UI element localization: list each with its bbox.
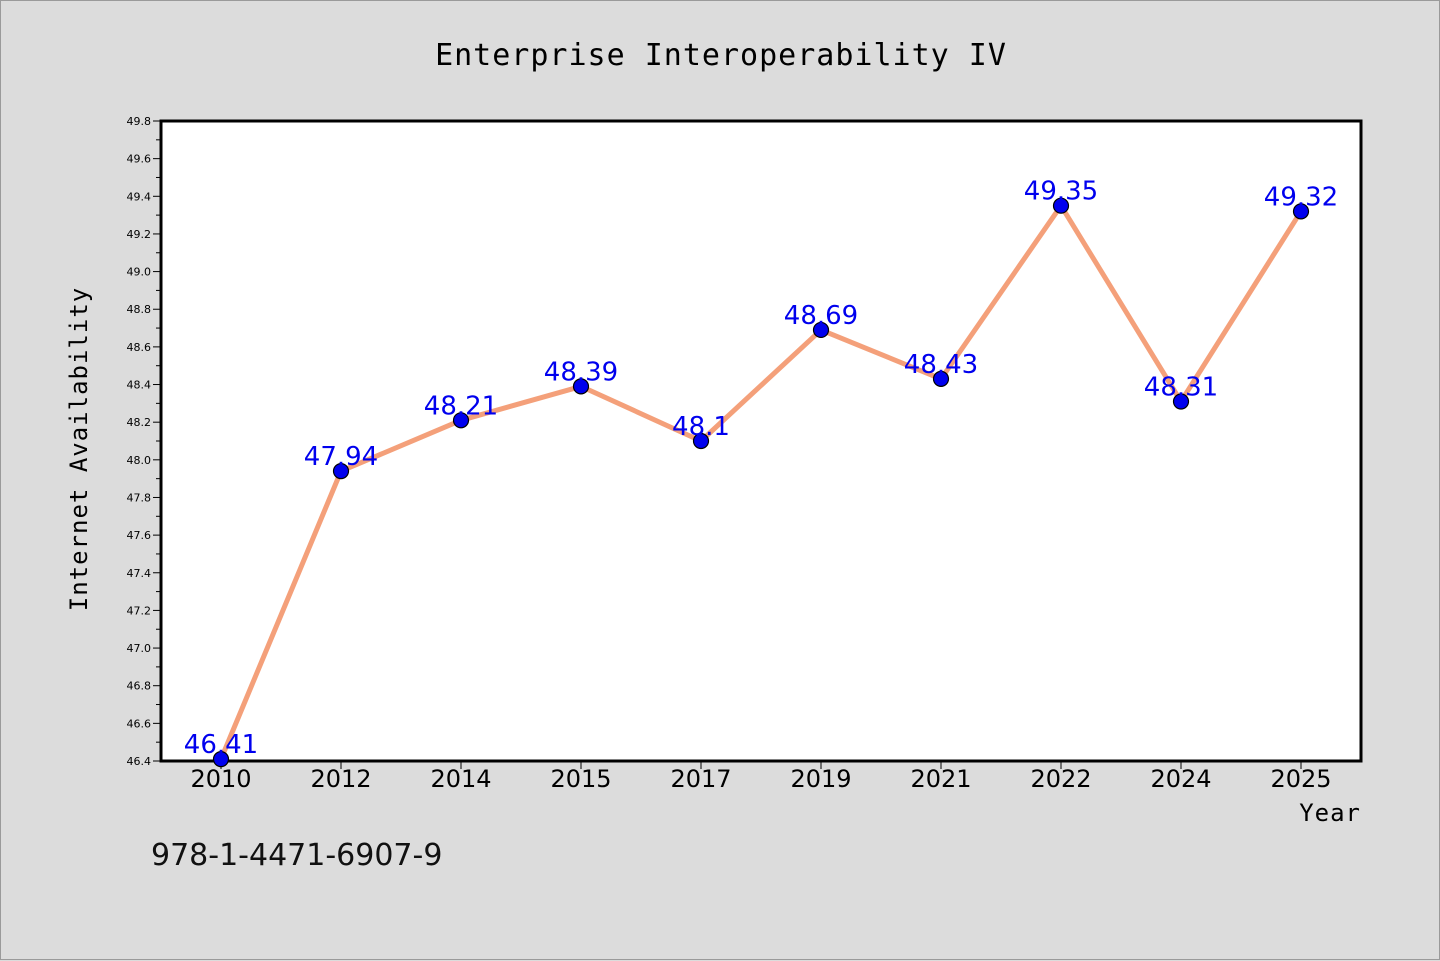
x-tick-label: 2024 xyxy=(1150,765,1211,793)
y-tick-label: 47.4 xyxy=(127,567,152,580)
y-tick-label: 49.6 xyxy=(127,153,152,166)
y-tick-label: 49.2 xyxy=(127,228,152,241)
data-label: 48.39 xyxy=(544,357,618,387)
plot-area xyxy=(159,119,1363,763)
data-point xyxy=(452,412,470,429)
y-axis-label: Internet Availability xyxy=(65,287,93,611)
x-tick-label: 2014 xyxy=(430,765,491,793)
data-point xyxy=(1292,203,1310,220)
x-tick-label: 2012 xyxy=(310,765,371,793)
y-tick-label: 48.8 xyxy=(127,303,152,316)
x-axis: 2010 2012 2014 2015 2017 2019 2021 2022 2024 2025 xyxy=(190,761,1332,793)
data-label: 47.94 xyxy=(304,442,378,472)
y-tick-label: 46.4 xyxy=(127,755,152,768)
x-axis-label: Year xyxy=(1299,799,1361,827)
y-tick-label: 48.4 xyxy=(127,379,152,392)
isbn-text: 978-1-4471-6907-9 xyxy=(151,838,442,873)
y-tick-label: 49.0 xyxy=(127,266,152,279)
y-tick-label: 46.8 xyxy=(127,680,152,693)
data-label: 48.43 xyxy=(904,350,978,380)
x-tick-label: 2010 xyxy=(190,765,251,793)
data-point xyxy=(932,370,950,387)
series-group: 46.41 47.94 48.21 48.39 48.1 48.69 48.43 49.35 4… xyxy=(184,177,1338,768)
x-tick-label: 2025 xyxy=(1270,765,1331,793)
data-point xyxy=(332,463,350,480)
y-tick-label: 46.6 xyxy=(127,717,152,730)
data-point xyxy=(212,751,230,768)
data-label: 48.1 xyxy=(672,412,730,442)
data-label: 49.32 xyxy=(1264,182,1338,212)
data-point xyxy=(572,378,590,395)
y-tick-label: 47.2 xyxy=(127,604,152,617)
data-label: 49.35 xyxy=(1024,177,1098,207)
y-tick-label: 48.6 xyxy=(127,341,152,354)
y-tick-label: 47.0 xyxy=(127,642,152,655)
y-tick-label: 49.4 xyxy=(127,190,152,203)
y-tick-label: 48.2 xyxy=(127,416,152,429)
x-tick-label: 2022 xyxy=(1030,765,1091,793)
data-label: 46.41 xyxy=(184,730,258,760)
y-tick-label: 48.0 xyxy=(127,454,152,467)
data-label: 48.31 xyxy=(1144,372,1218,402)
data-label: 48.69 xyxy=(784,301,858,331)
data-point xyxy=(1172,393,1190,410)
chart-title: Enterprise Interoperability IV xyxy=(435,38,1007,73)
x-tick-label: 2021 xyxy=(910,765,971,793)
y-axis: 46.4 46.6 46.8 47.0 47.2 47.4 47.6 47.8 48.0 48.2… xyxy=(127,115,161,768)
y-tick-label: 49.8 xyxy=(127,115,152,128)
data-point xyxy=(1052,197,1070,214)
y-tick-label: 47.8 xyxy=(127,491,152,504)
x-tick-label: 2019 xyxy=(790,765,851,793)
data-point xyxy=(812,321,830,339)
x-tick-label: 2017 xyxy=(670,765,731,793)
data-point xyxy=(692,432,710,450)
x-tick-label: 2015 xyxy=(550,765,611,793)
series-line xyxy=(218,203,1304,761)
y-tick-label: 47.6 xyxy=(127,529,152,542)
data-label: 48.21 xyxy=(424,391,498,421)
